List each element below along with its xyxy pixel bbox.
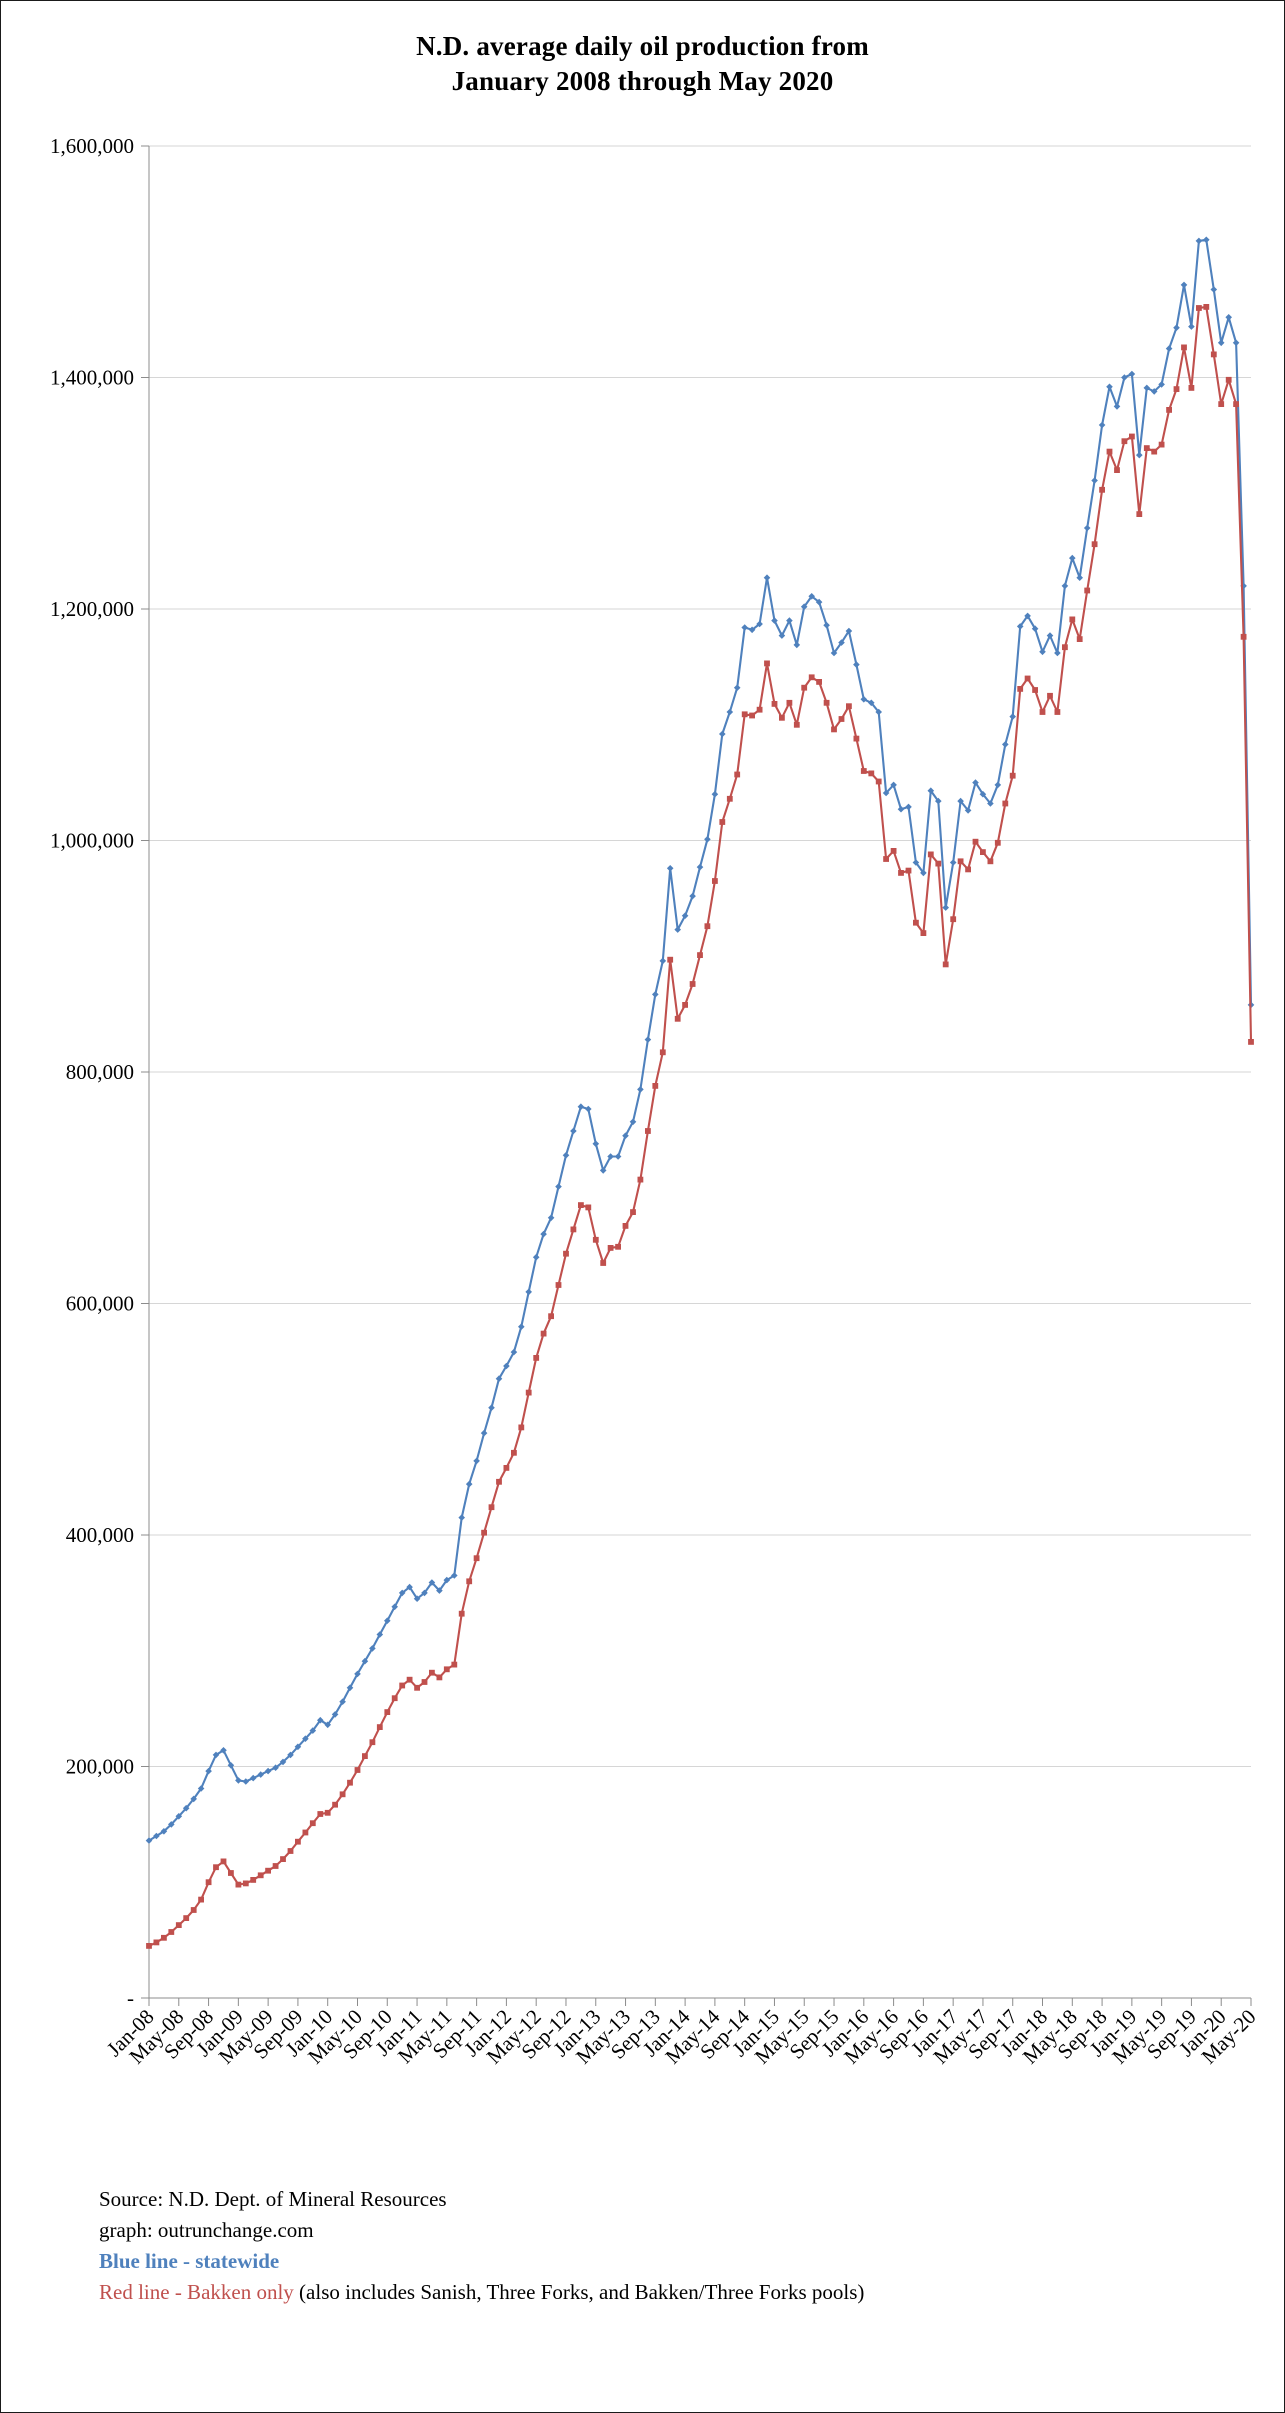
graph-credit: graph: outrunchange.com [99,2218,314,2242]
source-note: Source: N.D. Dept. of Mineral Resources [99,2187,447,2211]
y-axis-labels: - 200,000 400,000 600,000 800,000 1,000,000 1,… [50,134,134,2010]
bakken-only-line [147,305,1253,1947]
y-tick-label: 800,000 [66,1060,134,1084]
y-tick-label: 1,600,000 [50,134,134,158]
legend-statewide: Blue line - statewide [99,2249,280,2273]
statewide-series [145,236,1255,1844]
x-axis-labels: Jan-08May-08Sep-08Jan-09May-09Sep-09Jan-… [102,2004,1261,2068]
y-tick-label: 1,400,000 [50,366,134,390]
bakken-only-series [146,304,1254,1949]
statewide-markers [145,236,1255,1844]
legend-bakken: Red line - Bakken only (also includes Sa… [99,2277,864,2308]
y-tick-label: 1,000,000 [50,829,134,853]
legend-bakken-suffix: (also includes Sanish, Three Forks, and … [293,2280,865,2304]
statewide-line [147,238,1253,1842]
y-tick-label: 1,200,000 [50,597,134,621]
chart-title-line2: January 2008 through May 2020 [451,66,834,96]
axes [141,145,1252,2006]
bakken-only-markers [146,304,1254,1949]
y-tick-label: - [127,1986,134,2010]
chart-title: N.D. average daily oil production from J… [1,29,1284,99]
chart-title-line1: N.D. average daily oil production from [416,31,869,61]
y-tick-label: 200,000 [66,1755,134,1779]
y-tick-label: 400,000 [66,1523,134,1547]
footer-notes: Source: N.D. Dept. of Mineral Resources … [99,2184,864,2308]
y-tick-label: 600,000 [66,1292,134,1316]
legend-bakken-red-text: Red line - Bakken only [99,2280,294,2304]
gridlines [149,145,1251,1767]
